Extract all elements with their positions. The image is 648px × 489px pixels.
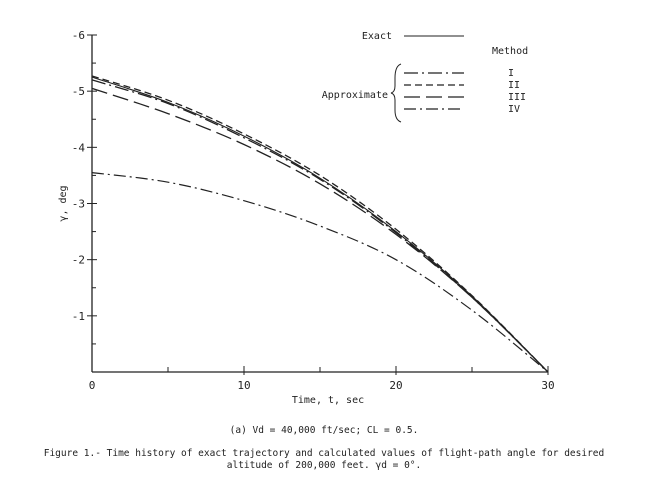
figure-caption-line-1: Figure 1.- Time history of exact traject… <box>43 448 605 459</box>
figure-caption-line-2: altitude of 200,000 feet. γd = 0°. <box>226 460 422 471</box>
series-line-exact <box>91 76 549 373</box>
legend-method-header: Method <box>492 46 528 57</box>
legend-label-iv: IV <box>508 104 520 115</box>
figure-subcaption: (a) Vd = 40,000 ft/sec; CL = 0.5. <box>229 425 419 436</box>
y-tick-label: -1 <box>72 310 85 323</box>
legend-approximate-label: Approximate <box>322 90 388 101</box>
y-tick-label: -6 <box>72 29 85 42</box>
legend-brace <box>390 63 402 123</box>
series-line-iv <box>91 172 549 373</box>
y-tick-label: -3 <box>72 198 85 211</box>
legend-label-ii: II <box>508 80 520 91</box>
x-axis-label: Time, t, sec <box>292 395 364 406</box>
y-tick-label: -4 <box>72 141 86 154</box>
series-line-iii <box>91 87 549 373</box>
series-line-ii <box>91 75 549 373</box>
y-tick-label: -5 <box>72 85 85 98</box>
series-line-i <box>91 79 549 373</box>
x-tick-label: 0 <box>89 379 96 392</box>
legend-label-i: I <box>508 68 514 79</box>
series-layer <box>91 75 549 373</box>
x-tick-label: 10 <box>237 379 250 392</box>
y-axis-label: γ, deg <box>58 185 69 221</box>
x-tick-label: 20 <box>389 379 402 392</box>
x-tick-label: 30 <box>541 379 554 392</box>
axes: -1 -2 -3 -4 -5 -6 0 10 20 30 <box>72 29 555 392</box>
y-tick-label: -2 <box>72 254 85 267</box>
legend-exact-label: Exact <box>362 31 392 42</box>
legend-label-iii: III <box>508 92 526 103</box>
